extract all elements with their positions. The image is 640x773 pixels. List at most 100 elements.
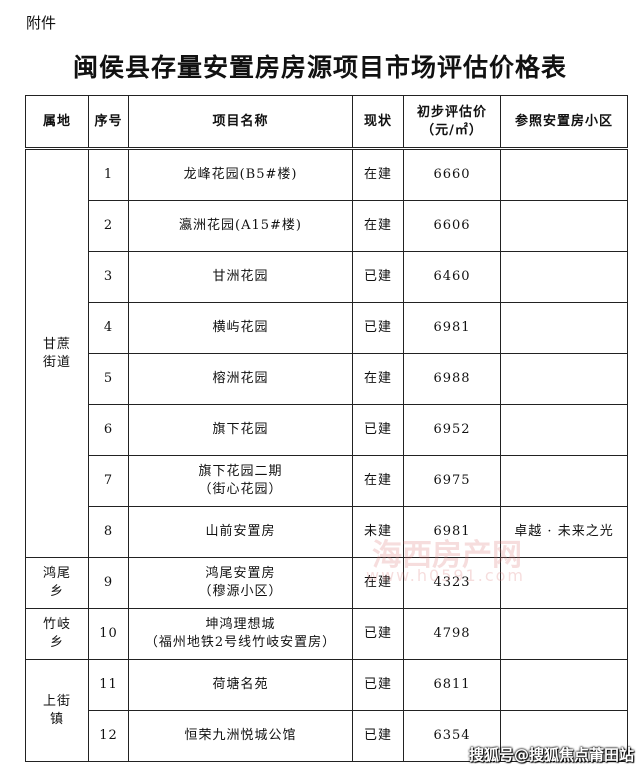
table-row: 3 甘洲花园 已建 6460 <box>26 251 628 303</box>
header-price-line2: （元/㎡） <box>421 122 483 138</box>
cell-status: 已建 <box>352 302 404 354</box>
project-name: 横屿花园 <box>212 320 269 335</box>
price-table: 属地 序号 项目名称 现状 初步评估价 （元/㎡） 参照安置房小区 甘蔗街道 1 龙峰… <box>25 95 628 762</box>
cell-no: 11 <box>88 659 129 711</box>
cell-name: 榕洲花园 <box>128 353 353 405</box>
cell-no: 2 <box>88 200 129 252</box>
cell-name: 横屿花园 <box>128 302 353 354</box>
project-name-note: （福州地铁2号线竹岐安置房） <box>144 635 337 650</box>
header-price: 初步评估价 （元/㎡） <box>403 95 501 149</box>
project-name: 山前安置房 <box>205 524 276 539</box>
cell-status: 在建 <box>352 200 404 252</box>
cell-ref <box>500 200 628 252</box>
cell-status: 已建 <box>352 659 404 711</box>
attachment-label: 附件 <box>26 14 57 32</box>
cell-ref <box>500 455 628 507</box>
source-watermark: 搜狐号@搜狐焦点莆田站 <box>468 746 634 764</box>
table-header: 属地 序号 项目名称 现状 初步评估价 （元/㎡） 参照安置房小区 <box>25 95 628 149</box>
cell-status: 已建 <box>352 251 404 303</box>
cell-price: 6981 <box>403 506 501 558</box>
cell-status: 在建 <box>352 148 404 201</box>
header-area: 属地 <box>25 95 89 149</box>
area-text: 鸿尾乡 <box>42 566 71 599</box>
cell-ref <box>500 659 628 711</box>
cell-name: 荷塘名苑 <box>128 659 353 711</box>
area-text: 上街镇 <box>42 693 71 727</box>
page-title: 闽侯县存量安置房房源项目市场评估价格表 <box>72 53 567 82</box>
project-name: 甘洲花园 <box>212 269 269 284</box>
cell-price: 6988 <box>403 353 501 405</box>
watermark-url: www.h0591.com <box>366 566 525 585</box>
cell-name: 龙峰花园(B5#楼) <box>128 148 353 201</box>
cell-price: 4323 <box>403 557 501 609</box>
cell-price: 6354 <box>403 710 501 762</box>
cell-price: 6952 <box>403 404 501 456</box>
cell-ref <box>500 251 628 303</box>
cell-name: 山前安置房 <box>128 506 353 558</box>
cell-ref <box>500 608 628 660</box>
project-name: 榕洲花园 <box>212 371 269 386</box>
cell-area: 上街镇 <box>25 659 89 762</box>
area-text: 竹岐乡 <box>42 617 71 650</box>
cell-price: 6975 <box>403 455 501 507</box>
cell-area: 竹岐乡 <box>25 608 89 660</box>
table-row: 2 瀛洲花园(A15#楼) 在建 6606 <box>26 200 628 252</box>
area-text: 甘蔗街道 <box>42 336 71 370</box>
header-ref: 参照安置房小区 <box>500 95 628 149</box>
project-name: 鸿尾安置房 <box>205 566 276 581</box>
cell-status: 已建 <box>352 710 404 762</box>
cell-price: 6460 <box>403 251 501 303</box>
table-row: 7 旗下花园二期 （街心花园） 在建 6975 <box>26 455 628 507</box>
cell-price: 6811 <box>403 659 501 711</box>
table-row: 上街镇 11 荷塘名苑 已建 6811 <box>25 659 628 762</box>
cell-status: 在建 <box>352 557 404 609</box>
table-row: 12 恒荣九洲悦城公馆 已建 6354 <box>26 710 628 762</box>
table-row: 竹岐乡 10 坤鸿理想城 （福州地铁2号线竹岐安置房） 已建 4798 <box>25 608 628 660</box>
cell-ref: 卓越 · 未来之光 <box>500 506 628 558</box>
cell-ref <box>500 710 628 762</box>
cell-name: 旗下花园 <box>128 404 353 456</box>
cell-ref <box>500 148 628 201</box>
cell-status: 在建 <box>352 353 404 405</box>
project-name: 旗下花园 <box>212 422 269 437</box>
project-name: 荷塘名苑 <box>212 677 269 692</box>
header-no: 序号 <box>88 95 129 149</box>
cell-no: 1 <box>88 148 129 201</box>
cell-name: 旗下花园二期 （街心花园） <box>128 455 353 507</box>
cell-status: 已建 <box>352 404 404 456</box>
cell-name: 瀛洲花园(A15#楼) <box>128 200 353 252</box>
cell-price: 6660 <box>403 148 501 201</box>
cell-name: 甘洲花园 <box>128 251 353 303</box>
cell-area: 甘蔗街道 <box>25 148 89 558</box>
cell-no: 10 <box>88 608 129 660</box>
cell-name: 鸿尾安置房 （穆源小区） <box>128 557 353 609</box>
cell-price: 6606 <box>403 200 501 252</box>
cell-price: 6981 <box>403 302 501 354</box>
project-name: 旗下花园二期 <box>198 464 283 479</box>
cell-ref <box>500 404 628 456</box>
header-name: 项目名称 <box>128 95 353 149</box>
header-price-line1: 初步评估价 <box>416 104 487 120</box>
project-name: 坤鸿理想城 <box>205 617 276 632</box>
cell-no: 5 <box>88 353 129 405</box>
cell-no: 8 <box>88 506 129 558</box>
cell-no: 6 <box>88 404 129 456</box>
cell-area: 鸿尾乡 <box>25 557 89 609</box>
table-row: 8 山前安置房 未建 6981 卓越 · 未来之光 <box>26 506 628 558</box>
cell-status: 已建 <box>352 608 404 660</box>
table-row: 6 旗下花园 已建 6952 <box>26 404 628 456</box>
cell-no: 7 <box>88 455 129 507</box>
cell-no: 12 <box>88 710 129 762</box>
header-status: 现状 <box>352 95 404 149</box>
cell-no: 4 <box>88 302 129 354</box>
cell-name: 坤鸿理想城 （福州地铁2号线竹岐安置房） <box>128 608 353 660</box>
project-name: 龙峰花园(B5#楼) <box>183 167 298 182</box>
project-name: 恒荣九洲悦城公馆 <box>184 728 297 743</box>
table-row: 鸿尾乡 9 鸿尾安置房 （穆源小区） 在建 4323 <box>25 557 628 609</box>
table-row: 4 横屿花园 已建 6981 <box>26 302 628 354</box>
cell-status: 在建 <box>352 455 404 507</box>
cell-status: 未建 <box>352 506 404 558</box>
table-row: 5 榕洲花园 在建 6988 <box>26 353 628 405</box>
cell-ref <box>500 353 628 405</box>
cell-price: 4798 <box>403 608 501 660</box>
